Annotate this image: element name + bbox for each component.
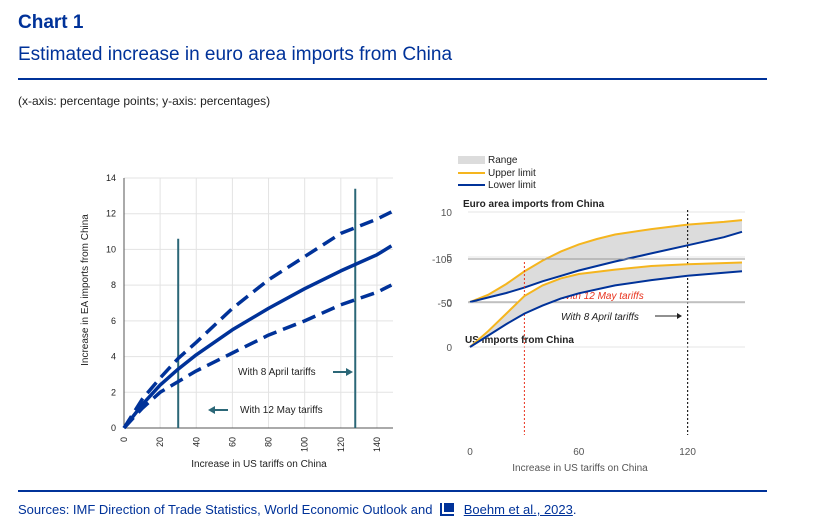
legend-upper: Upper limit xyxy=(488,168,536,179)
chart-title: Estimated increase in euro area imports … xyxy=(18,44,453,65)
rb-ytick-label: -100 xyxy=(432,255,452,266)
rt-lower-line xyxy=(469,230,743,303)
annotation-12-may-left: With 12 May tariffs xyxy=(240,405,323,416)
left-ytick-label: 4 xyxy=(111,352,116,362)
left-ytick-label: 8 xyxy=(111,280,116,290)
left-xlabel: Increase in US tariffs on China xyxy=(191,459,327,470)
rb-upper-line xyxy=(469,261,743,348)
rb-xtick-label: 120 xyxy=(679,447,696,458)
legend-range-swatch xyxy=(458,156,485,164)
rt-ytick-label: 0 xyxy=(446,298,452,309)
arrow-left-icon xyxy=(208,406,228,414)
left-xtick-label: 20 xyxy=(155,437,165,447)
bottom-rule xyxy=(18,490,767,492)
boehm-2023-link[interactable]: Boehm et al., 2023 xyxy=(463,502,573,517)
units-note: (x-axis: percentage points; y-axis: perc… xyxy=(18,94,271,108)
rt-range-band xyxy=(470,220,742,302)
external-link-icon xyxy=(440,503,455,516)
right-bottom-title: US imports from China xyxy=(465,335,574,346)
rb-range-band xyxy=(470,262,742,347)
left-xtick-label: 120 xyxy=(336,437,346,452)
left-series-upper xyxy=(122,210,393,429)
left-ytick-label: 6 xyxy=(111,316,116,326)
sources-note: Sources: IMF Direction of Trade Statisti… xyxy=(18,502,577,517)
legend-range: Range xyxy=(488,155,518,166)
annotation-8-april-right: With 8 April tariffs xyxy=(561,312,639,323)
black-arrow-right-icon xyxy=(655,313,682,319)
left-xtick-label: 100 xyxy=(300,437,310,452)
rb-ytick-label: -50 xyxy=(438,299,453,310)
top-rule xyxy=(18,78,767,80)
left-xtick-label: 60 xyxy=(227,437,237,447)
left-ytick-label: 0 xyxy=(111,423,116,433)
arrow-right-icon xyxy=(333,368,353,376)
legend: Range Upper limit Lower limit xyxy=(458,155,536,191)
left-ytick-label: 14 xyxy=(106,173,116,183)
chart-number: Chart 1 xyxy=(18,12,84,33)
rt-ytick-label: 10 xyxy=(441,208,453,219)
left-xtick-label: 40 xyxy=(191,437,201,447)
left-ytick-label: 10 xyxy=(106,244,116,254)
rb-ytick-label: 0 xyxy=(446,343,452,354)
right-top-chart: Euro area imports from China 0 5 10 With 1… xyxy=(441,199,745,435)
rb-xtick-label: 60 xyxy=(573,447,585,458)
left-ytick-label: 12 xyxy=(106,209,116,219)
sources-suffix: . xyxy=(572,502,577,517)
left-xtick-label: 140 xyxy=(372,437,382,452)
right-top-title: Euro area imports from China xyxy=(463,199,605,210)
annotation-8-april-left: With 8 April tariffs xyxy=(238,367,316,378)
left-xtick-label: 80 xyxy=(264,437,274,447)
left-xtick-label: 0 xyxy=(119,437,129,442)
sources-prefix: Sources: IMF Direction of Trade Statisti… xyxy=(18,502,433,517)
annotation-12-may-right: With 12 May tariffs xyxy=(561,291,644,302)
left-ylabel: Increase in EA imports from China xyxy=(80,214,91,366)
rb-xtick-label: 0 xyxy=(467,447,473,458)
legend-lower: Lower limit xyxy=(488,180,536,191)
left-series-lower xyxy=(122,283,393,430)
left-ytick-label: 2 xyxy=(111,387,116,397)
right-bottom-chart: US imports from China -100-500 0 60 120 In… xyxy=(432,255,745,474)
rt-ytick-label: 5 xyxy=(446,253,452,264)
rb-lower-line xyxy=(469,270,743,348)
left-chart: 0 2 4 6 8 10 12 14 0 20 40 60 80 100 120 140 Increase … xyxy=(80,173,393,470)
rt-upper-line xyxy=(469,219,743,303)
left-series-central xyxy=(122,244,393,430)
right-bottom-xlabel: Increase in US tariffs on China xyxy=(512,463,648,474)
